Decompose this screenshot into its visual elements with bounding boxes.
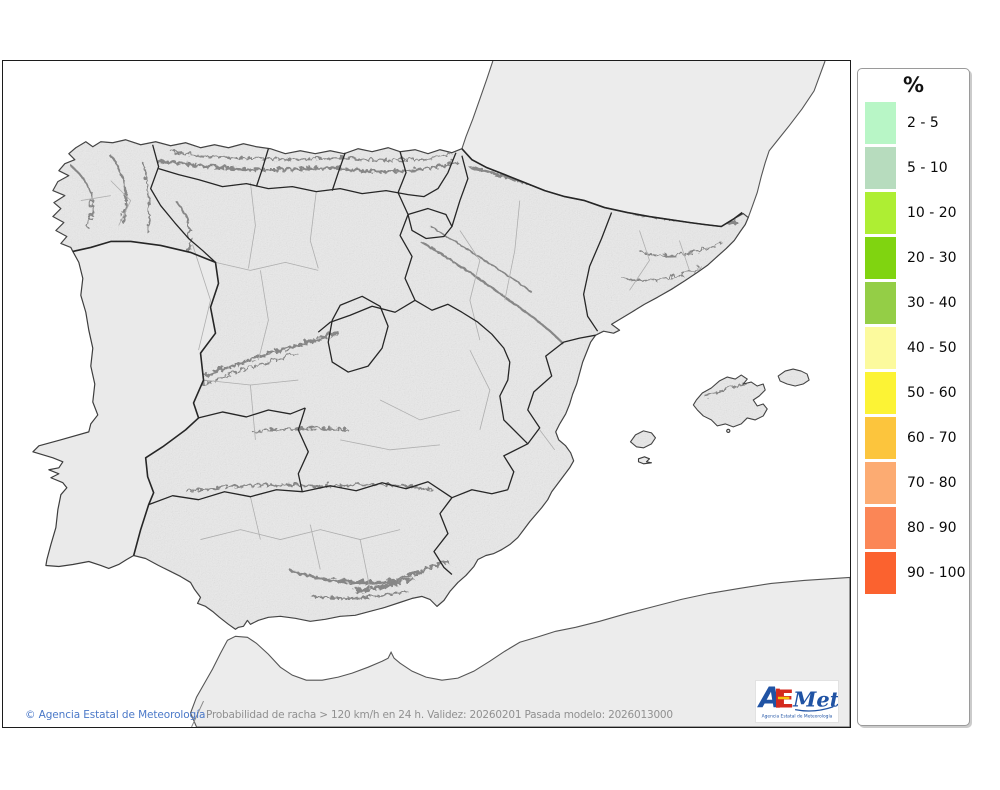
legend-entry: 5 - 10 (858, 145, 969, 190)
legend-panel: % 2 - 5 5 - 10 10 - 20 20 - 30 30 - 40 4… (857, 68, 970, 726)
formentera-island (637, 456, 653, 465)
legend-entry: 60 - 70 (858, 415, 969, 460)
legend-entry: 70 - 80 (858, 460, 969, 505)
legend-label: 5 - 10 (907, 159, 948, 176)
legend-entry: 90 - 100 (858, 550, 969, 595)
cabrera-island (726, 428, 731, 434)
legend-swatch (865, 506, 896, 549)
legend-label: 80 - 90 (907, 519, 957, 536)
logo-subtitle: Agencia Estatal de Meteorología (762, 713, 833, 720)
legend-label: 30 - 40 (907, 294, 957, 311)
map-frame: © Agencia Estatal de Meteorología Probab… (2, 60, 851, 728)
legend-label: 60 - 70 (907, 429, 957, 446)
legend-label: 70 - 80 (907, 474, 957, 491)
logo-yellow-bar (777, 696, 790, 700)
africa-landmass (189, 576, 850, 727)
legend-entry: 80 - 90 (858, 505, 969, 550)
legend-entry: 50 - 60 (858, 370, 969, 415)
legend-label: 20 - 30 (907, 249, 957, 266)
legend-swatch (865, 551, 896, 594)
legend-title: % (902, 73, 925, 97)
legend-swatch (865, 236, 896, 279)
legend-entry: 2 - 5 (858, 100, 969, 145)
aemet-logo: A E Met Agencia Estatal de Meteorología (755, 680, 839, 723)
legend-label: 40 - 50 (907, 339, 957, 356)
footer-separator (191, 700, 204, 727)
community-borders (72, 144, 743, 575)
logo-swoosh (794, 706, 834, 712)
border-spain-portugal (72, 240, 220, 556)
france-landmass (461, 61, 826, 227)
legend-label: 90 - 100 (907, 564, 966, 581)
legend-label: 10 - 20 (907, 204, 957, 221)
aemet-logo-icon: A E Met Agencia Estatal de Meteorología (757, 681, 838, 720)
legend-label: 50 - 60 (907, 384, 957, 401)
legend-entry: 30 - 40 (858, 280, 969, 325)
legend-swatch (865, 191, 896, 234)
legend-entries: 2 - 5 5 - 10 10 - 20 20 - 30 30 - 40 40 … (858, 100, 969, 595)
legend-entry: 20 - 30 (858, 235, 969, 280)
border-spain-france (461, 148, 743, 228)
legend-swatch (865, 146, 896, 189)
legend-entry: 40 - 50 (858, 325, 969, 370)
wind-gust-probability-map (3, 61, 850, 727)
legend-swatch (865, 371, 896, 414)
map-caption: Probabilidad de racha > 120 km/h en 24 h… (206, 709, 673, 721)
legend-entry: 10 - 20 (858, 190, 969, 235)
legend-label: 2 - 5 (907, 114, 939, 131)
legend-swatch (865, 101, 896, 144)
legend-swatch (865, 416, 896, 459)
terrain-relief-ridges (69, 149, 746, 598)
legend-swatch (865, 326, 896, 369)
attribution-text: © Agencia Estatal de Meteorología (25, 709, 206, 721)
legend-swatch (865, 461, 896, 504)
legend-swatch (865, 281, 896, 324)
